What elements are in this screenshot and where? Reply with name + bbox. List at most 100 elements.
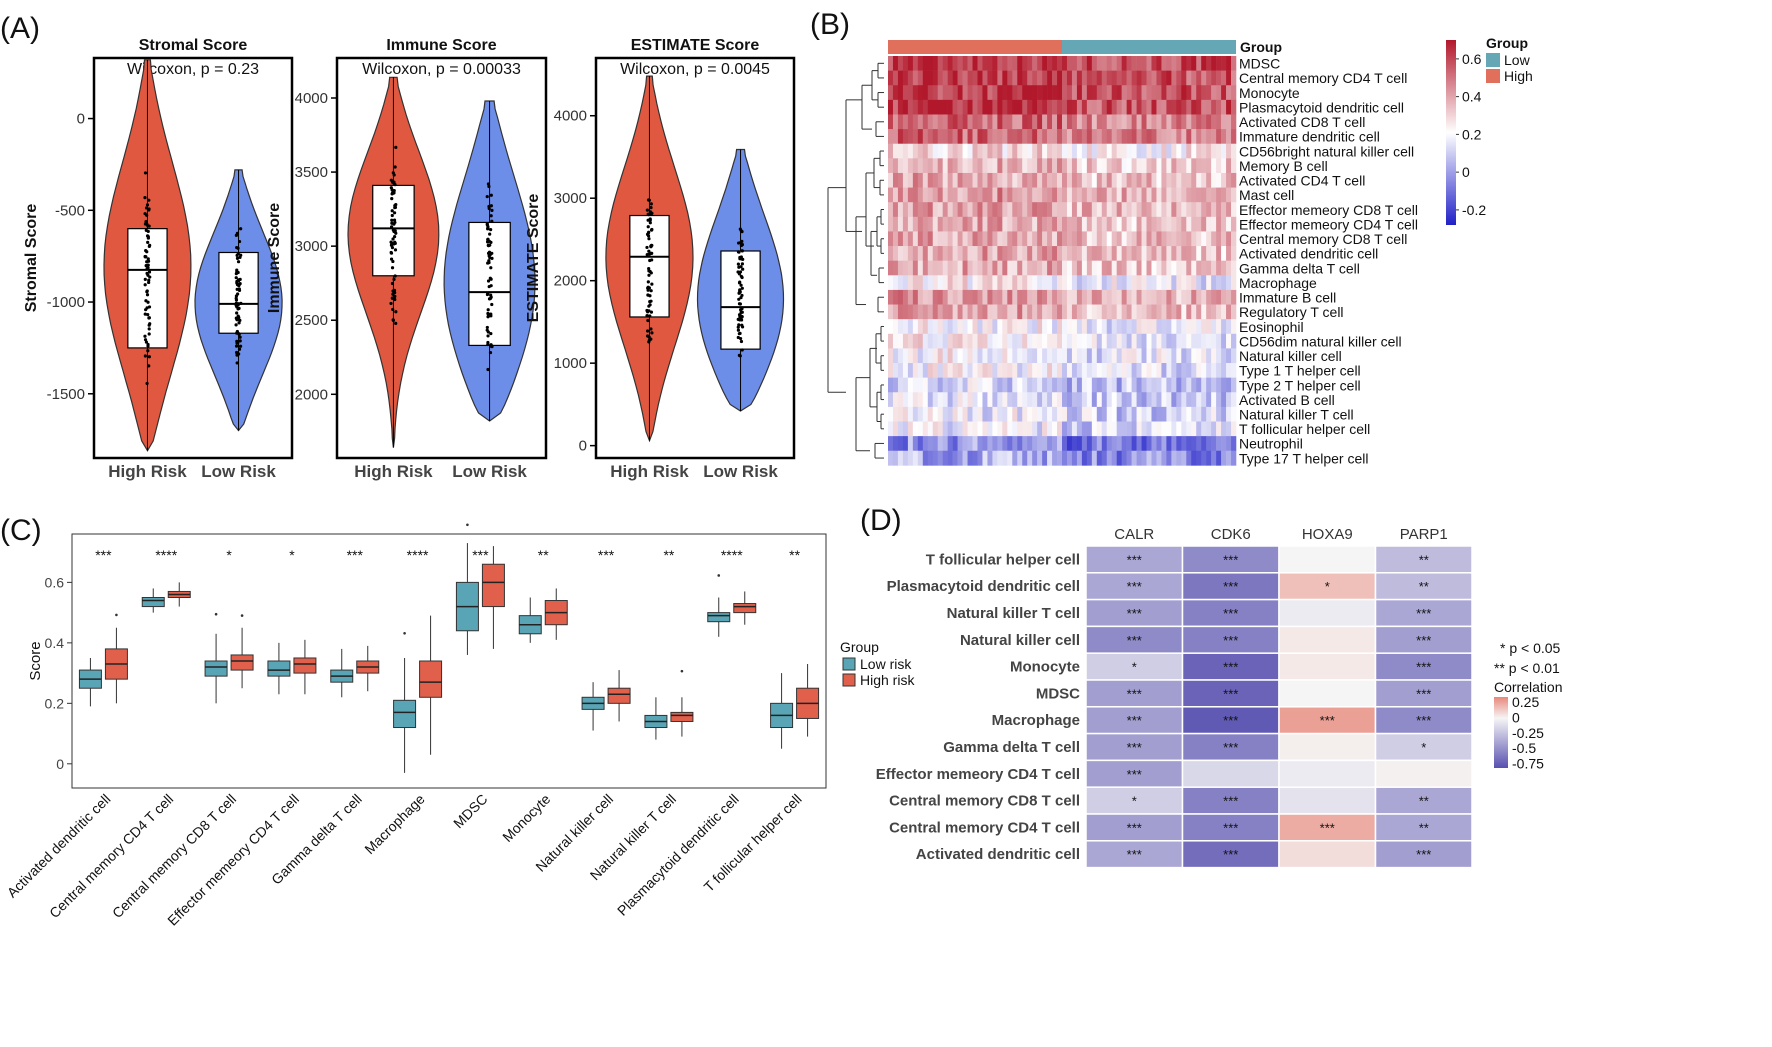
heatmap-cell: [1161, 114, 1167, 130]
heatmap-cell: [1201, 99, 1207, 115]
heatmap-cell: [952, 348, 958, 364]
heatmap-cell: [907, 202, 914, 218]
data-point: [645, 208, 649, 212]
heatmap-cell: [982, 56, 988, 71]
heatmap-cell: [1012, 406, 1018, 422]
heatmap-cell: [1206, 289, 1212, 305]
heatmap-cell: [922, 392, 929, 408]
data-point: [392, 218, 397, 222]
heatmap-cell: [902, 158, 909, 174]
data-point: [389, 257, 394, 261]
boxplot-low-risk: [204, 612, 228, 704]
heatmap-cell: [937, 348, 943, 364]
heatmap-cell: [937, 202, 943, 218]
heatmap-cell: [957, 319, 963, 335]
heatmap-cell: [1121, 289, 1127, 305]
heatmap-cell: [1071, 158, 1078, 174]
heatmap-cell: [1196, 85, 1202, 101]
heatmap-cell: [932, 421, 939, 437]
correlation-row-label: Effector memeory CD4 T cell: [876, 766, 1080, 783]
heatmap-cell: [1151, 289, 1157, 305]
heatmap-cell: [1002, 129, 1008, 145]
heatmap-cell: [1211, 56, 1217, 71]
heatmap-cell: [907, 129, 914, 145]
data-point: [485, 194, 489, 199]
data-point: [145, 260, 149, 264]
boxplot-legend-label: High risk: [860, 672, 915, 688]
heatmap-cell: [1201, 187, 1207, 203]
outlier-point: [403, 631, 406, 635]
heatmap-cell: [1226, 348, 1232, 364]
heatmap-cell: [1052, 348, 1058, 364]
heatmap-cell: [1111, 56, 1117, 71]
data-point: [737, 302, 742, 306]
heatmap-cell: [888, 99, 894, 115]
heatmap-cell: [972, 231, 978, 247]
heatmap-cell: [1007, 187, 1013, 203]
heatmap-cell: [967, 275, 973, 291]
heatmap-cell: [1196, 56, 1202, 71]
heatmap-cell: [1022, 348, 1028, 364]
heatmap-cell: [888, 406, 894, 422]
heatmap-cell: [1196, 289, 1202, 305]
heatmap-cell: [1166, 450, 1172, 466]
heatmap-cell: [1017, 99, 1023, 115]
heatmap-cell: [1027, 70, 1033, 86]
heatmap-cell: [967, 187, 973, 203]
heatmap-cell: [1101, 231, 1108, 247]
heatmap-row-label: Gamma delta T cell: [1239, 260, 1360, 276]
heatmap-cell: [1027, 56, 1033, 71]
heatmap-cell: [932, 348, 939, 364]
heatmap-cell: [932, 158, 939, 174]
heatmap-cell: [977, 348, 983, 364]
heatmap-cell: [957, 114, 963, 130]
heatmap-cell: [1047, 70, 1053, 86]
boxplot-frame: [71, 533, 827, 789]
heatmap-cell: [1002, 275, 1008, 291]
heatmap-cell: [1191, 392, 1197, 408]
heatmap-row-label: Type 17 T helper cell: [1239, 450, 1368, 466]
y-tick-label: 2000: [554, 273, 587, 290]
heatmap-cell: [1012, 202, 1018, 218]
heatmap-cell: [1091, 158, 1098, 174]
heatmap-row-label: CD56bright natural killer cell: [1239, 143, 1414, 159]
heatmap-cell: [1136, 187, 1142, 203]
heatmap-cell: [1126, 99, 1132, 115]
heatmap-cell: [1181, 260, 1187, 276]
data-point: [146, 349, 150, 353]
heatmap-cell: [1037, 377, 1043, 393]
heatmap-cell: [992, 56, 998, 71]
heatmap-row-label: Eosinophil: [1239, 319, 1304, 335]
heatmap-cell: [907, 56, 914, 71]
y-tick-label: 3000: [554, 190, 587, 207]
heatmap-cell: [1111, 85, 1117, 101]
data-point: [147, 327, 151, 331]
heatmap-cell: [1201, 231, 1207, 247]
heatmap-cell: [1096, 216, 1103, 232]
heatmap-cell: [942, 143, 948, 159]
heatmap-cell: [1231, 260, 1237, 276]
heatmap-cell: [947, 85, 953, 101]
heatmap-cell: [1062, 392, 1068, 408]
heatmap-cell: [1002, 304, 1008, 320]
heatmap-cell: [927, 275, 934, 291]
heatmap-row-label: Regulatory T cell: [1239, 304, 1344, 320]
heatmap-cell: [1131, 99, 1137, 115]
heatmap-row-label: Central memory CD8 T cell: [1239, 231, 1407, 247]
data-point: [143, 338, 148, 342]
heatmap-cell: [947, 333, 953, 349]
heatmap-cell: [1201, 421, 1207, 437]
heatmap-cell: [1027, 363, 1033, 378]
correlation-column-header: CDK6: [1211, 526, 1251, 543]
heatmap-row: [888, 158, 1237, 174]
heatmap-cell: [977, 392, 983, 408]
heatmap-cell: [1057, 129, 1063, 145]
heatmap-cell: [1062, 56, 1068, 71]
heatmap-cell: [977, 289, 983, 305]
data-point: [146, 300, 150, 304]
heatmap-cell: [1126, 172, 1132, 188]
heatmap-cell: [1042, 289, 1048, 305]
heatmap-cell: [942, 56, 948, 71]
data-point: [394, 321, 398, 325]
